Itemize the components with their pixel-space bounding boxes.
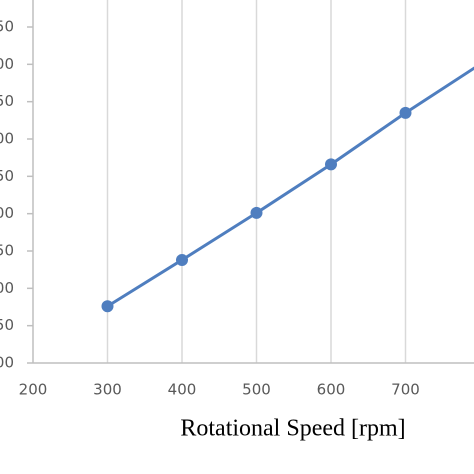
y-tick-label: 00 (0, 204, 14, 222)
y-tick-label: 00 (0, 354, 14, 372)
y-tick-label: 50 (0, 242, 14, 260)
x-tick-label: 700 (391, 381, 420, 399)
y-tick-label: 50 (0, 316, 14, 334)
data-point (250, 206, 263, 219)
x-axis-title: Rotational Speed [rpm] (180, 416, 405, 442)
y-tick-label: 50 (0, 18, 14, 36)
x-tick-label: 300 (93, 381, 122, 399)
y-tick-label: 00 (0, 279, 14, 297)
data-point (325, 158, 337, 171)
data-point (101, 300, 114, 313)
x-tick-label: 600 (317, 381, 346, 399)
data-point (399, 106, 412, 119)
series-line (106, 66, 474, 308)
x-tick-label: 400 (168, 381, 197, 399)
y-tick-label: 00 (0, 55, 14, 73)
x-tick-label: 200 (19, 381, 48, 399)
data-point (176, 253, 188, 266)
y-tick-label: 50 (0, 92, 14, 110)
y-tick-label: 00 (0, 130, 14, 148)
y-tick-label: 50 (0, 167, 14, 185)
x-tick-label: 500 (242, 381, 271, 399)
